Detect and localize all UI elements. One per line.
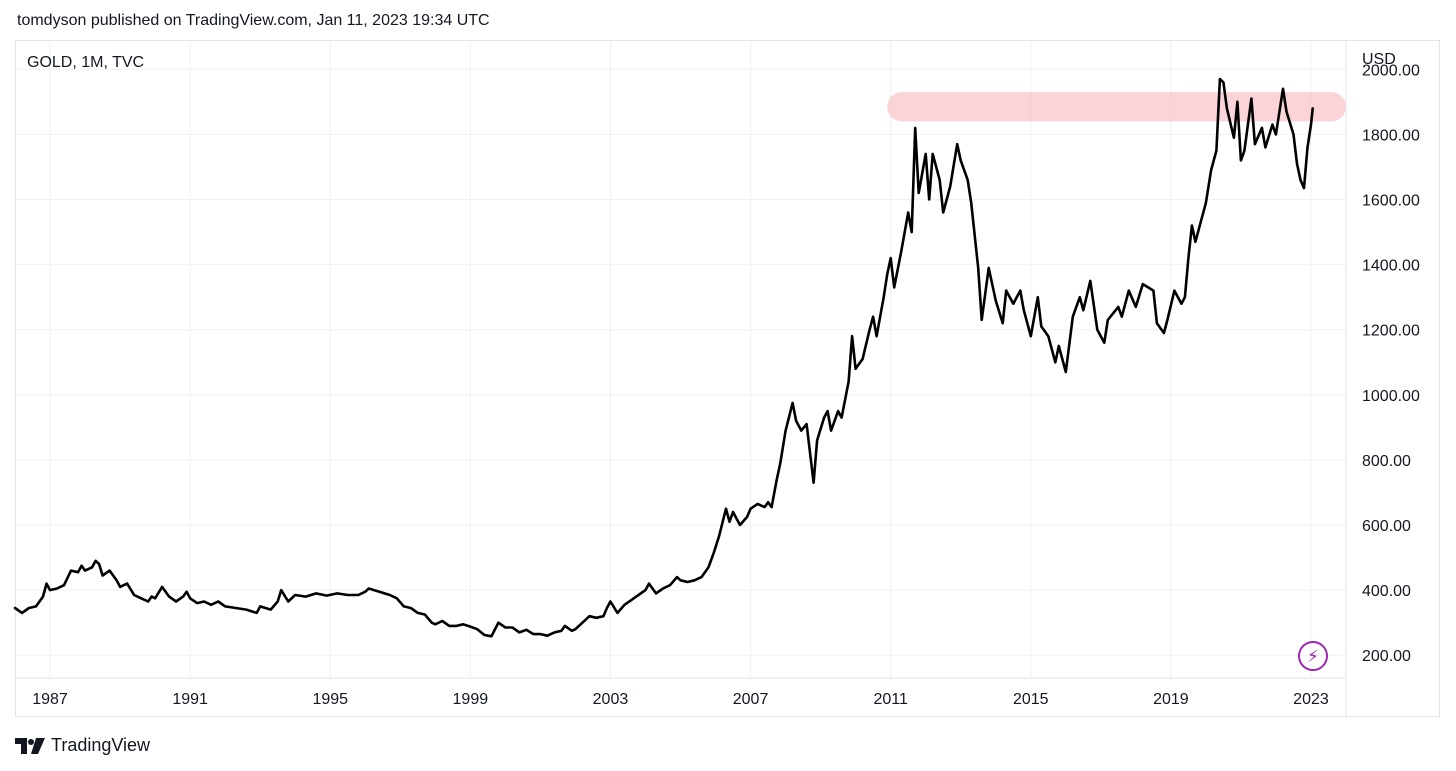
publish-header: tomdyson published on TradingView.com, J… bbox=[17, 12, 490, 29]
y-tick-label-8: 1800.00 bbox=[1362, 127, 1420, 144]
y-tick-label-7: 1600.00 bbox=[1362, 193, 1420, 210]
price-line-layer bbox=[13, 77, 1314, 638]
y-tick-label-3: 800.00 bbox=[1362, 453, 1411, 470]
currency-label: USD bbox=[1362, 51, 1396, 68]
chart-grid bbox=[15, 40, 1346, 678]
y-tick-label-1: 400.00 bbox=[1362, 583, 1411, 600]
x-tick-label-1: 1991 bbox=[172, 691, 208, 708]
x-tick-label-9: 2023 bbox=[1293, 691, 1329, 708]
x-tick-label-4: 2003 bbox=[593, 691, 629, 708]
x-tick-label-2: 1995 bbox=[312, 691, 348, 708]
tradingview-logo-icon bbox=[15, 737, 45, 754]
symbol-label[interactable]: GOLD, 1M, TVC bbox=[27, 54, 145, 71]
x-tick-label-3: 1999 bbox=[453, 691, 489, 708]
x-tick-label-0: 1987 bbox=[32, 691, 68, 708]
x-tick-label-7: 2015 bbox=[1013, 691, 1049, 708]
x-tick-label-8: 2019 bbox=[1153, 691, 1189, 708]
highlight-band-layer bbox=[887, 92, 1346, 122]
x-axis-ticks: 1987 1991 1995 1999 2003 2007 2011 2015 2019 2023 bbox=[32, 691, 1329, 708]
chart-frame bbox=[15, 40, 1440, 717]
y-tick-label-5: 1200.00 bbox=[1362, 323, 1420, 340]
resistance-highlight-band bbox=[887, 92, 1346, 122]
y-tick-label-9: 2000.00 bbox=[1362, 62, 1420, 79]
y-tick-label-0: 200.00 bbox=[1362, 648, 1411, 665]
price-series-line bbox=[13, 77, 1314, 638]
y-tick-label-6: 1400.00 bbox=[1362, 258, 1420, 275]
y-axis-ticks: 200.00 400.00 600.00 800.00 1000.00 1200.00 14… bbox=[1362, 62, 1420, 665]
x-tick-label-5: 2007 bbox=[733, 691, 769, 708]
y-tick-label-2: 600.00 bbox=[1362, 518, 1411, 535]
y-tick-label-4: 1000.00 bbox=[1362, 388, 1420, 405]
flash-icon[interactable]: ⚡ bbox=[1298, 641, 1328, 671]
footer: TradingView bbox=[15, 735, 150, 756]
x-tick-label-6: 2011 bbox=[873, 691, 908, 708]
footer-brand[interactable]: TradingView bbox=[51, 735, 151, 755]
